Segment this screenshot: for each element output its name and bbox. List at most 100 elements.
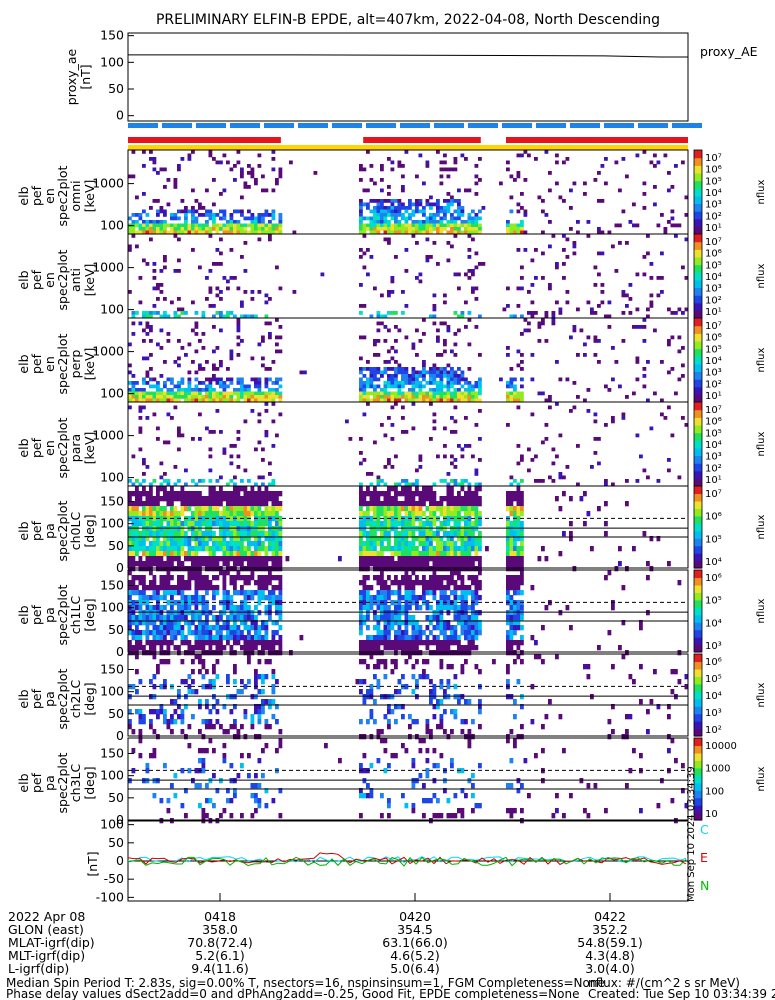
spectrogram-cell <box>625 304 629 308</box>
pitch-angle-cell <box>677 580 682 586</box>
spectrogram-cell <box>383 398 388 403</box>
spectrogram-cell <box>432 419 437 424</box>
spectrogram-cell <box>457 444 461 448</box>
spectrogram-cell <box>135 388 139 392</box>
spectrogram-cell <box>649 300 654 305</box>
pitch-angle-cell <box>411 526 416 532</box>
pitch-angle-cell <box>128 536 132 542</box>
pitch-angle-cell <box>408 566 412 572</box>
pitch-angle-cell <box>187 684 192 690</box>
pitch-angle-cell <box>467 575 472 581</box>
pitch-angle-cell <box>166 590 171 596</box>
spectrogram-cell <box>142 388 146 392</box>
pitch-angle-cell <box>373 566 377 572</box>
pitch-angle-cell <box>145 650 150 656</box>
pitch-angle-cell <box>184 566 188 572</box>
pitch-angle-cell <box>520 511 524 517</box>
pitch-angle-cell <box>275 595 279 601</box>
pitch-angle-cell <box>264 595 269 601</box>
spectrogram-cell <box>460 370 465 375</box>
spectrogram-cell <box>471 230 475 235</box>
spectrogram-cell <box>205 377 209 382</box>
spectrogram-cell <box>555 160 559 165</box>
pitch-angle-cell <box>513 625 517 631</box>
pitch-angle-cell <box>201 506 206 512</box>
spectrogram-cell <box>597 251 601 256</box>
spectrogram-cell <box>534 311 538 315</box>
pitch-angle-cell <box>177 541 181 547</box>
pitch-angle-cell <box>233 575 237 581</box>
pitch-angle-cell <box>222 546 227 552</box>
pitch-angle-cell <box>429 640 433 646</box>
pitch-angle-cell <box>404 575 409 581</box>
spectrogram-cell <box>635 356 640 361</box>
pitch-angle-cell <box>201 719 206 725</box>
spectrogram-cell <box>632 325 636 329</box>
spectrogram-cell <box>593 265 598 270</box>
spectrogram-cell <box>362 188 367 193</box>
colorbar-cell <box>694 266 702 269</box>
spectrogram-cell <box>401 377 405 382</box>
pitch-angle-cell <box>219 610 223 616</box>
pitch-angle-cell <box>166 575 171 581</box>
spectrogram-cell <box>429 202 433 207</box>
spectrogram-cell <box>429 216 433 221</box>
pitch-angle-cell <box>642 531 647 537</box>
pitch-angle-cell <box>516 561 521 567</box>
pitch-angle-cell <box>191 501 195 507</box>
pitch-angle-cell <box>233 585 237 591</box>
pitch-angle-cell <box>394 496 398 502</box>
pitch-angle-cell <box>201 684 206 690</box>
pitch-angle-cell <box>411 585 416 591</box>
spectrogram-cell <box>450 391 454 396</box>
spectrogram-cell <box>502 307 507 312</box>
spectrogram-cell <box>247 216 251 221</box>
spectrogram-cell <box>359 223 363 228</box>
spectrogram-cell <box>390 311 395 315</box>
pitch-angle-cell <box>222 541 227 547</box>
pitch-angle-cell <box>240 496 244 502</box>
spectrogram-cell <box>194 391 199 396</box>
colorbar-tick-label: 10⁴ <box>705 557 722 568</box>
spectrogram-cell <box>254 395 258 399</box>
spectrogram-cell <box>394 377 398 382</box>
pitch-angle-cell <box>254 521 258 527</box>
spectrogram-cell <box>156 297 160 301</box>
spectrogram-cell <box>600 290 605 294</box>
pitch-angle-cell <box>208 630 213 636</box>
spectrogram-cell <box>205 388 209 392</box>
pitch-angle-cell <box>198 729 202 735</box>
colorbar-tick-label: 10⁵ <box>705 344 722 355</box>
spectrogram-cell <box>229 349 234 354</box>
pitch-angle-cell <box>478 630 482 636</box>
pitch-angle-cell <box>212 491 216 497</box>
pitch-angle-cell <box>208 501 213 507</box>
spectrogram-cell <box>457 188 461 193</box>
spectrogram-cell <box>429 388 433 392</box>
colorbar-cell <box>694 224 702 227</box>
spectrogram-cell <box>163 255 167 259</box>
pitch-angle-cell <box>163 719 167 725</box>
pitch-angle-cell <box>268 566 272 572</box>
spectrogram-cell <box>394 339 398 343</box>
spectrogram-cell <box>177 384 181 389</box>
spectrogram-cell <box>646 234 650 238</box>
pitch-angle-cell <box>471 605 475 611</box>
spectrogram-cell <box>432 304 437 308</box>
panel-ylabel-line: elb <box>16 354 31 373</box>
pitch-angle-cell <box>271 595 276 601</box>
pitch-angle-cell <box>268 645 272 651</box>
spectrogram-cell <box>506 227 510 231</box>
pitch-angle-cell <box>257 630 262 636</box>
spectrogram-cell <box>278 213 283 217</box>
pitch-angle-cell <box>194 630 199 636</box>
pitch-angle-cell <box>205 719 209 725</box>
pitch-angle-cell <box>478 595 482 601</box>
spectrogram-cell <box>373 384 377 389</box>
spectrogram-cell <box>236 395 241 399</box>
spectrogram-cell <box>429 223 433 228</box>
spectrogram-cell <box>142 458 146 462</box>
pitch-angle-cell <box>383 620 388 626</box>
pitch-angle-cell <box>212 501 216 507</box>
spectrogram-cell <box>229 454 234 459</box>
